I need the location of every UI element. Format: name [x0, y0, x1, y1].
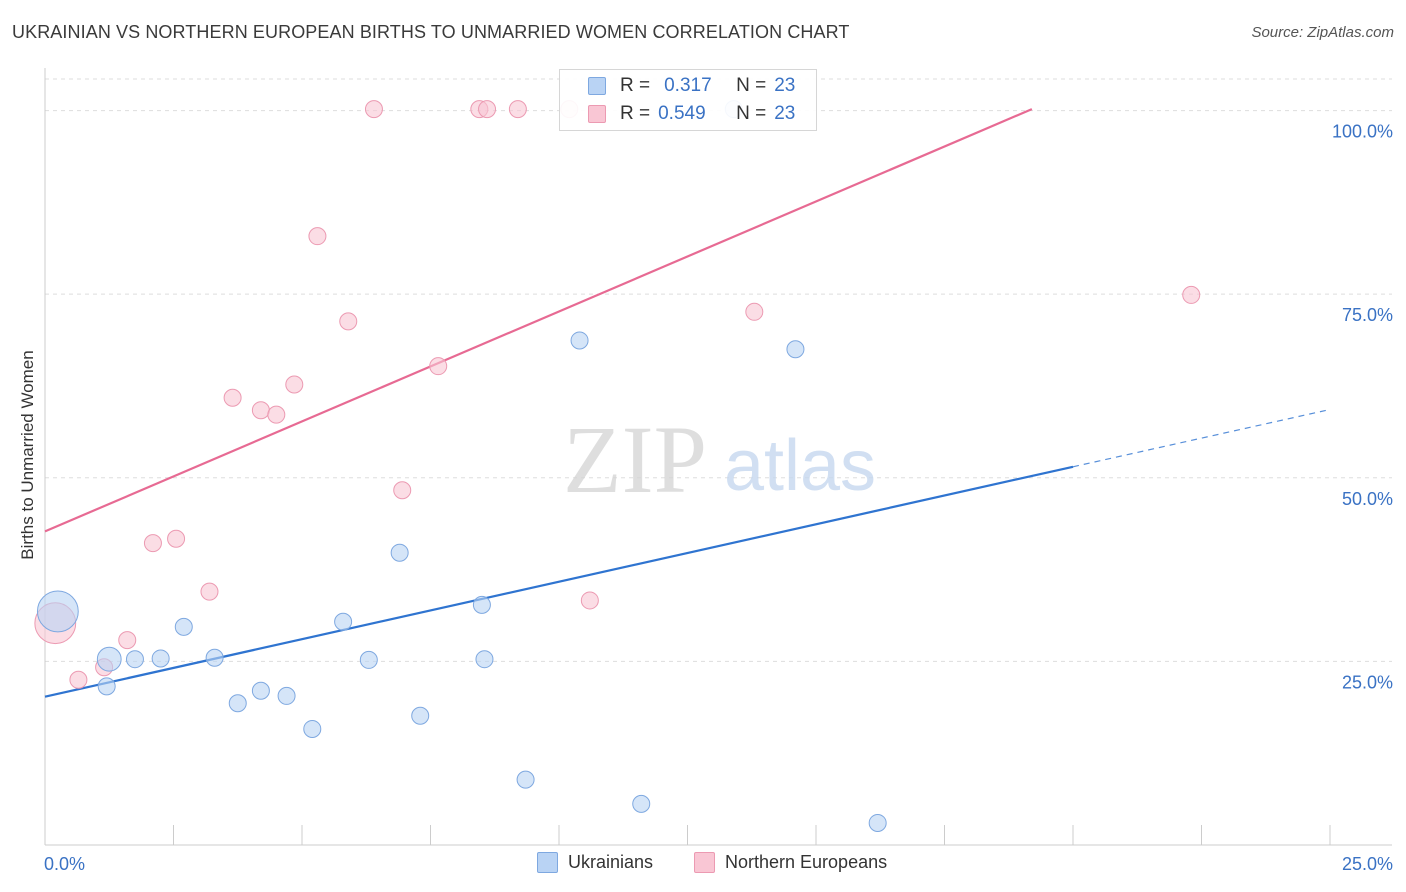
- x-tick-label-right: 25.0%: [1342, 854, 1393, 874]
- data-point-ukrainians: [786, 340, 805, 359]
- tick-labels: 25.0% 50.0% 75.0% 100.0% 0.0% 25.0%: [44, 122, 1393, 874]
- watermark-zip: ZIP: [563, 406, 707, 513]
- data-point-ukrainians: [868, 813, 887, 832]
- trend-line-ukrainians-extension: [1072, 408, 1331, 468]
- legend-r-label: R =: [620, 103, 651, 124]
- data-point-northern-europeans: [393, 481, 412, 500]
- data-point-ukrainians: [303, 719, 322, 738]
- data-point-northern-europeans: [508, 100, 527, 119]
- data-point-northern-europeans: [339, 312, 358, 331]
- data-point-ukrainians: [632, 794, 651, 813]
- legend-n-value-northern-europeans: 23: [774, 103, 796, 124]
- legend-r-value-northern-europeans: 0.549: [658, 103, 706, 124]
- data-point-ukrainians: [97, 677, 116, 696]
- y-tick-label: 75.0%: [1342, 305, 1393, 325]
- legend-swatch-northern-europeans: [588, 105, 606, 123]
- axes: [44, 68, 1392, 846]
- y-tick-label: 50.0%: [1342, 489, 1393, 509]
- data-point-ukrainians: [96, 646, 122, 672]
- data-point-ukrainians: [472, 595, 491, 614]
- legend-n-label: N =: [736, 75, 767, 96]
- data-point-ukrainians: [205, 648, 224, 667]
- data-point-ukrainians: [228, 694, 247, 713]
- legend-r-label: R =: [620, 75, 651, 96]
- watermark-atlas: atlas: [724, 426, 876, 506]
- data-point-northern-europeans: [478, 100, 497, 119]
- data-point-ukrainians: [570, 331, 589, 350]
- bottom-legend-ukrainians: Ukrainians: [537, 852, 653, 873]
- bottom-legend-northern-europeans: Northern Europeans: [694, 852, 887, 873]
- data-point-northern-europeans: [1182, 285, 1201, 304]
- data-point-ukrainians: [151, 649, 170, 668]
- data-point-northern-europeans: [308, 227, 327, 246]
- legend-row-ukrainians: R = 0.317 N = 23: [560, 73, 795, 99]
- data-point-northern-europeans: [285, 375, 304, 394]
- data-point-ukrainians: [390, 543, 409, 562]
- data-point-northern-europeans: [580, 591, 599, 610]
- watermark: ZIP atlas: [563, 406, 876, 513]
- data-point-northern-europeans: [200, 582, 219, 601]
- data-point-northern-europeans: [143, 534, 162, 553]
- bottom-legend-swatch-ukrainians: [537, 852, 558, 873]
- y-tick-label: 100.0%: [1332, 122, 1393, 142]
- chart-source: Source: ZipAtlas.com: [1251, 24, 1394, 41]
- data-point-northern-europeans: [745, 302, 764, 321]
- legend-n-value-ukrainians: 23: [774, 75, 796, 96]
- data-point-northern-europeans: [429, 357, 448, 376]
- data-points: [34, 100, 1201, 832]
- data-point-ukrainians: [475, 650, 494, 669]
- data-point-northern-europeans: [364, 100, 383, 119]
- correlation-legend: R = 0.317 N = 23 R = 0.549 N = 23: [559, 69, 817, 131]
- x-tick-label-left: 0.0%: [44, 854, 85, 874]
- bottom-legend-label-northern-europeans: Northern Europeans: [725, 852, 888, 872]
- data-point-ukrainians: [277, 686, 296, 705]
- y-tick-label: 25.0%: [1342, 672, 1393, 692]
- data-point-ukrainians: [251, 681, 270, 700]
- chart-title: UKRAINIAN VS NORTHERN EUROPEAN BIRTHS TO…: [12, 22, 850, 42]
- data-point-ukrainians: [125, 650, 144, 669]
- data-point-northern-europeans: [69, 670, 88, 689]
- bottom-legend-label-ukrainians: Ukrainians: [568, 852, 654, 872]
- data-point-ukrainians: [516, 770, 535, 789]
- bottom-legend-swatch-northern-europeans: [694, 852, 715, 873]
- gridlines: [45, 78, 1392, 662]
- trend-line-ukrainians: [44, 465, 1074, 698]
- data-point-northern-europeans: [118, 631, 137, 650]
- legend-n-label: N =: [736, 103, 767, 124]
- legend-swatch-ukrainians: [588, 77, 606, 95]
- trend-line-northern-europeans: [44, 108, 1033, 533]
- legend-r-value-ukrainians: 0.317: [664, 75, 712, 96]
- data-point-northern-europeans: [251, 401, 270, 420]
- data-point-ukrainians: [36, 590, 79, 633]
- data-point-northern-europeans: [267, 405, 286, 424]
- data-point-northern-europeans: [223, 388, 242, 407]
- data-point-ukrainians: [334, 612, 353, 631]
- data-point-ukrainians: [359, 650, 378, 669]
- data-point-ukrainians: [411, 706, 430, 725]
- data-point-northern-europeans: [167, 529, 186, 548]
- data-point-ukrainians: [174, 617, 193, 636]
- legend-row-northern-europeans: R = 0.549 N = 23: [560, 101, 795, 127]
